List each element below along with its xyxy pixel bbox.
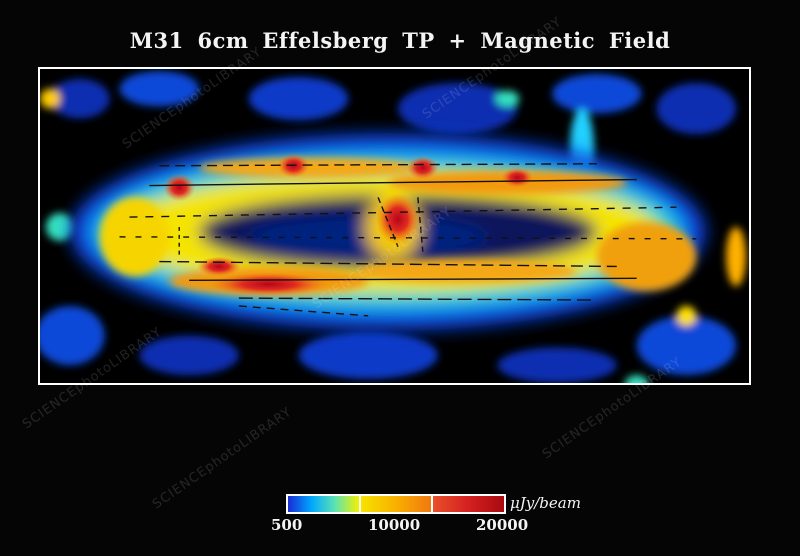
magnetic-field-vectors <box>119 163 697 317</box>
colorbar-tick-mid: 10000 <box>368 516 421 534</box>
watermark: SCIENCEphotoLIBRARY <box>150 404 295 513</box>
figure-title: M31 6cm Effelsberg TP + Magnetic Field <box>129 28 671 53</box>
colorbar-segment-high <box>431 496 505 512</box>
colorbar-tick-max: 20000 <box>476 516 529 534</box>
colorbar-tick-min: 500 <box>271 516 303 534</box>
colorbar <box>286 494 506 514</box>
colorbar-segment-low <box>288 496 359 512</box>
colorbar-segment-mid <box>358 496 432 512</box>
radio-map <box>38 67 751 385</box>
hot-spots <box>163 153 534 297</box>
radio-map-image <box>40 70 747 383</box>
colorbar-unit: μJy/beam <box>510 494 581 512</box>
background-noise <box>40 70 747 383</box>
